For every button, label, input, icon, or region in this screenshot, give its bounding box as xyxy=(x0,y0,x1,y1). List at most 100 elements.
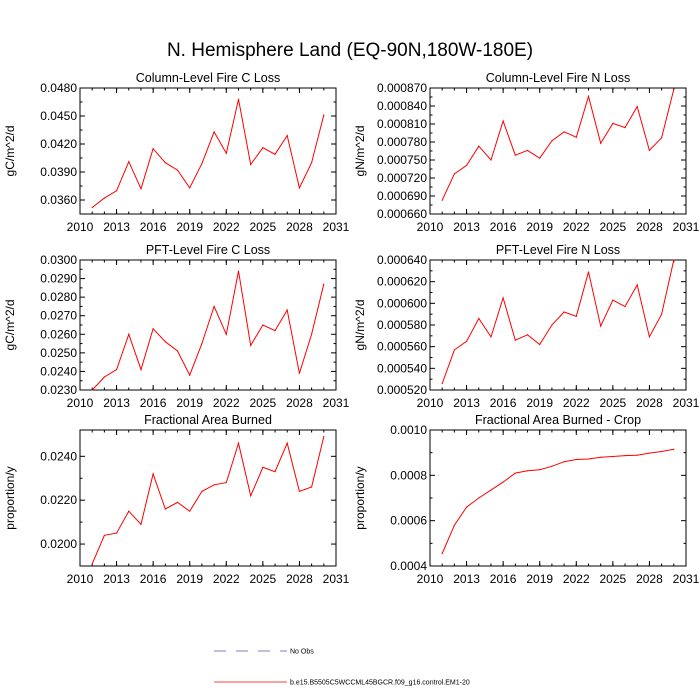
series-line xyxy=(91,436,325,564)
panel-title: Fractional Area Burned xyxy=(144,413,272,427)
x-tick-label: 2013 xyxy=(103,396,130,410)
x-tick-label: 2031 xyxy=(673,396,700,410)
y-tick-label: 0.000600 xyxy=(377,296,427,310)
x-tick-label: 2010 xyxy=(417,220,444,234)
data-point xyxy=(648,452,651,454)
data-point xyxy=(323,283,325,285)
y-tick-label: 0.0280 xyxy=(40,290,77,304)
y-tick-label: 0.0004 xyxy=(390,559,427,573)
data-point xyxy=(176,350,179,352)
data-point xyxy=(152,328,154,330)
data-point xyxy=(225,152,227,154)
y-tick-label: 0.0270 xyxy=(40,309,77,323)
data-point xyxy=(539,157,541,159)
data-point xyxy=(575,136,577,138)
x-tick-label: 2025 xyxy=(250,396,277,410)
data-point xyxy=(298,372,301,374)
data-point xyxy=(237,442,240,444)
legend-label: b.e15.B5505C5WCCML45BGCR.f09_g16.control… xyxy=(290,680,470,687)
legend-entry: b.e15.B5505C5WCCML45BGCR.f09_g16.control… xyxy=(214,680,470,687)
data-point xyxy=(262,466,264,468)
data-point xyxy=(115,532,118,534)
data-point xyxy=(563,131,565,133)
data-point xyxy=(514,472,516,474)
series-line xyxy=(441,89,675,201)
x-tick-label: 2019 xyxy=(176,396,203,410)
x-tick-label: 2025 xyxy=(250,220,277,234)
y-tick-label: 0.0390 xyxy=(40,165,77,179)
data-point xyxy=(274,329,276,332)
data-point xyxy=(152,148,154,150)
data-point xyxy=(91,206,93,209)
x-tick-label: 2019 xyxy=(526,572,553,586)
x-tick-label: 2010 xyxy=(67,220,94,234)
y-tick-label: 0.000870 xyxy=(377,81,427,95)
data-point xyxy=(490,336,492,338)
data-point xyxy=(612,299,614,301)
data-point xyxy=(164,162,166,164)
x-tick-label: 2013 xyxy=(453,396,480,410)
y-axis-label: gN/m^2/d xyxy=(353,126,367,177)
x-tick-label: 2031 xyxy=(673,220,700,234)
data-point xyxy=(514,154,516,156)
data-point xyxy=(661,313,663,315)
y-tick-label: 0.0220 xyxy=(40,493,77,507)
data-point xyxy=(103,376,105,378)
data-point xyxy=(526,149,529,151)
data-point xyxy=(189,187,191,189)
data-point xyxy=(274,471,276,473)
y-tick-label: 0.0290 xyxy=(40,272,77,286)
y-tick-label: 0.0200 xyxy=(40,537,77,551)
y-axis-label: gN/m^2/d xyxy=(353,300,367,351)
data-point xyxy=(176,501,179,503)
data-point xyxy=(225,333,227,335)
data-point xyxy=(201,342,203,345)
x-tick-label: 2028 xyxy=(286,220,313,234)
data-point xyxy=(128,510,130,512)
data-point xyxy=(453,173,455,175)
data-point xyxy=(262,147,264,149)
y-tick-label: 0.0450 xyxy=(40,109,77,123)
data-point xyxy=(600,456,602,458)
panel-title: Fractional Area Burned - Crop xyxy=(475,413,641,427)
data-point xyxy=(502,120,504,122)
data-point xyxy=(323,435,325,438)
y-axis-label: gC/m^2/d xyxy=(3,300,17,351)
data-point xyxy=(600,325,602,327)
data-point xyxy=(250,163,252,166)
data-point xyxy=(648,336,651,338)
legend-entry: No Obs xyxy=(214,649,314,656)
y-tick-label: 0.000540 xyxy=(377,361,427,375)
data-point xyxy=(636,284,638,286)
data-point xyxy=(323,114,325,116)
data-point xyxy=(673,259,675,261)
data-point xyxy=(453,524,455,526)
y-tick-label: 0.000750 xyxy=(377,153,427,167)
x-tick-label: 2013 xyxy=(453,572,480,586)
legend: No Obs b.e15.B5505C5WCCML45BGCR.f09_g16.c… xyxy=(214,649,470,687)
panel-6: Fractional Area Burned - Crop 2010 2013 201… xyxy=(353,413,700,586)
data-point xyxy=(673,88,675,90)
x-tick-label: 2031 xyxy=(323,220,350,234)
data-point xyxy=(526,334,529,336)
panel-title: Column-Level Fire C Loss xyxy=(136,71,281,85)
data-point xyxy=(661,450,663,453)
x-tick-label: 2031 xyxy=(323,572,350,586)
data-point xyxy=(587,458,590,460)
y-tick-label: 0.0420 xyxy=(40,137,77,151)
x-tick-label: 2022 xyxy=(213,220,240,234)
data-point xyxy=(311,333,313,335)
x-tick-label: 2022 xyxy=(563,396,590,410)
data-point xyxy=(575,458,577,461)
data-point xyxy=(201,490,203,493)
x-tick-label: 2025 xyxy=(600,220,627,234)
y-tick-label: 0.000690 xyxy=(377,189,427,203)
data-point xyxy=(465,506,468,508)
data-point xyxy=(441,552,443,555)
data-point xyxy=(213,131,215,133)
data-point xyxy=(115,368,118,371)
y-tick-label: 0.0230 xyxy=(40,383,77,397)
plot-frame xyxy=(429,259,687,391)
data-point xyxy=(237,270,240,272)
panel-title: PFT-Level Fire N Loss xyxy=(496,243,620,257)
